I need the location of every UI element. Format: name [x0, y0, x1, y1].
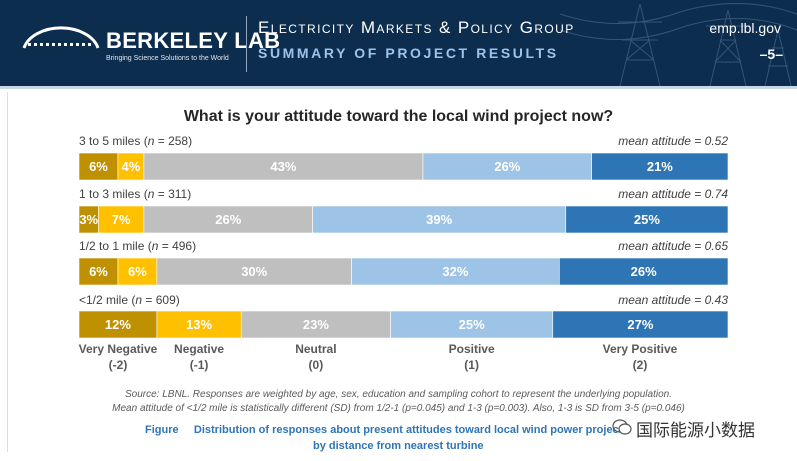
figure-caption-line2: by distance from nearest turbine	[313, 440, 484, 452]
data-label: 12%	[105, 317, 131, 332]
mean-attitude-label: mean attitude = 0.74	[618, 187, 728, 201]
row-label-count: = 496)	[158, 239, 197, 253]
row-label-distance: 1 to 3 miles (	[79, 187, 148, 201]
figure-label: Figure	[145, 424, 179, 436]
data-label: 43%	[270, 159, 296, 174]
row-label-n: n	[151, 239, 159, 253]
data-label: 13%	[186, 317, 212, 332]
bar-segment	[143, 205, 313, 234]
legend-item: Positive (1)	[412, 341, 532, 373]
row-label-distance: 3 to 5 miles (	[79, 134, 148, 148]
row-label: 1/2 to 1 mile (n = 496)	[79, 239, 196, 253]
bar-segment	[312, 205, 567, 234]
data-label: 32%	[442, 264, 468, 279]
legend-item-name: Negative	[174, 342, 225, 356]
data-label: 26%	[215, 212, 241, 227]
row-label: <1/2 mile (n = 609)	[79, 293, 180, 307]
legend-item: Neutral (0)	[256, 341, 376, 373]
legend-item-score: (1)	[464, 358, 479, 372]
header-divider	[246, 16, 247, 72]
data-label: 21%	[647, 159, 673, 174]
bar-segment	[98, 205, 145, 234]
bar-segment	[422, 152, 593, 181]
header-banner: BERKELEY LAB Bringing Science Solutions …	[0, 0, 797, 86]
bar-segment	[558, 257, 729, 286]
bar-segment	[552, 310, 729, 339]
wechat-watermark-icon	[612, 419, 632, 435]
row-label-distance: 1/2 to 1 mile (	[79, 239, 152, 253]
data-label: 26%	[631, 264, 657, 279]
legend-item: Very Positive (2)	[580, 341, 700, 373]
legend-item-name: Neutral	[295, 342, 337, 356]
data-label: 39%	[426, 212, 452, 227]
bar-segment	[117, 152, 145, 181]
mean-attitude-label: mean attitude = 0.52	[618, 134, 728, 148]
legend-item-score: (2)	[632, 358, 648, 372]
row-label-n: n	[135, 293, 143, 307]
bar-segment	[78, 152, 119, 181]
significance-text: Mean attitude of <1/2 mile is statistica…	[112, 403, 685, 414]
bar-segment	[156, 257, 352, 286]
legend-item-name: Very Negative	[78, 342, 158, 356]
legend-item-score: (0)	[308, 358, 324, 372]
row-label-count: = 311)	[154, 187, 192, 201]
data-label: 25%	[634, 212, 660, 227]
logo-name: BERKELEY LAB	[106, 28, 281, 53]
source-text: Source: LBNL. Responses are weighted by …	[124, 389, 672, 400]
row-label-count: = 258)	[154, 134, 193, 148]
transmission-towers-graphic	[560, 3, 797, 86]
header-bottom-rule	[0, 86, 797, 89]
legend-item-name: Very Positive	[602, 342, 678, 356]
watermark-text: 国际能源小数据	[636, 421, 755, 440]
logo-tagline: Bringing Science Solutions to the World	[106, 55, 229, 62]
chart-title: What is your attitude toward the local w…	[183, 108, 614, 125]
data-label: 4%	[122, 159, 141, 174]
row-label-n: n	[147, 134, 155, 148]
legend-item-score: (-1)	[189, 358, 209, 372]
bar-segment	[143, 152, 424, 181]
legend-item-score: (-2)	[108, 358, 128, 372]
slide-left-rule	[7, 92, 8, 452]
data-label: 3%	[79, 212, 98, 227]
row-label: 1 to 3 miles (n = 311)	[79, 187, 191, 201]
page-number: –5–	[759, 46, 783, 62]
figure-caption-text: Distribution of responses about present …	[193, 424, 629, 436]
header-subtitle: SUMMARY OF PROJECT RESULTS	[258, 45, 559, 61]
row-label-distance: <1/2 mile (	[79, 293, 136, 307]
bar-segment	[240, 310, 391, 339]
data-label: 25%	[459, 317, 485, 332]
bar-segment	[591, 152, 729, 181]
legend-item: Negative (-1)	[139, 341, 259, 373]
berkeley-lab-logo-icon	[22, 26, 100, 49]
data-label: 27%	[627, 317, 653, 332]
row-label: 3 to 5 miles (n = 258)	[79, 134, 192, 148]
row-label-count: = 609)	[142, 293, 180, 307]
data-label: 26%	[494, 159, 520, 174]
figure-caption-line1: Figure Distribution of responses about p…	[145, 424, 628, 436]
source-note: Source: LBNL. Responses are weighted by …	[0, 388, 797, 416]
legend-item-name: Positive	[448, 342, 495, 356]
row-label-n: n	[147, 187, 155, 201]
mean-attitude-label: mean attitude = 0.65	[618, 239, 728, 253]
data-label: 6%	[89, 264, 108, 279]
header-title: Electricity Markets & Policy Group	[258, 18, 575, 37]
data-label: 7%	[112, 212, 131, 227]
data-label: 6%	[128, 264, 147, 279]
mean-attitude-label: mean attitude = 0.43	[618, 293, 728, 307]
data-label: 23%	[303, 317, 329, 332]
data-label: 30%	[241, 264, 267, 279]
header-url: emp.lbl.gov	[709, 20, 781, 36]
data-label: 6%	[89, 159, 108, 174]
bar-segment	[565, 205, 729, 234]
legend-item: Very Negative (-2)	[58, 341, 178, 373]
